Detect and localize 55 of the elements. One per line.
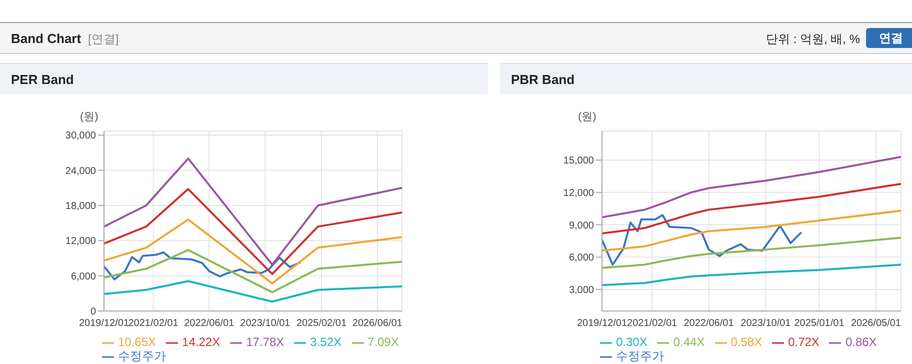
line-series — [602, 236, 901, 269]
legend-label: 수정주가 — [118, 349, 166, 363]
text: Band Chart — [11, 31, 82, 46]
line-series — [104, 188, 402, 276]
y-tick-label: 6,000 — [568, 252, 594, 264]
x-tick-label: 2022/06/01 — [184, 318, 235, 330]
legend-label: 14.22X — [182, 335, 220, 349]
line-series — [104, 218, 402, 284]
line-series — [602, 182, 901, 234]
y-tick-label: 0 — [90, 306, 96, 318]
y-axis-title: (원) — [578, 110, 596, 124]
text: 연결 — [866, 28, 912, 48]
y-tick-label: 30,000 — [65, 130, 96, 142]
chart-title: PER Band — [11, 72, 74, 87]
x-tick-label: 2019/12/01 — [576, 318, 628, 330]
line-series — [104, 280, 402, 303]
x-tick-label: 2023/10/01 — [740, 318, 792, 330]
y-tick-label: 6,000 — [70, 271, 96, 282]
legend-label: 0.30X — [616, 335, 648, 349]
x-tick-label: 2025/01/01 — [794, 318, 845, 330]
y-tick-label: 24,000 — [65, 166, 96, 177]
x-tick-label: 2021/02/01 — [128, 318, 179, 330]
legend-label: 0.44X — [673, 335, 705, 349]
y-axis-title: (원) — [80, 110, 98, 124]
legend-label: 0.58X — [730, 335, 762, 349]
legend-label: 3.52X — [310, 335, 342, 349]
line-series — [602, 214, 802, 266]
text: 단위 : 억원, 배, % — [766, 31, 860, 48]
y-tick-label: 15,000 — [563, 156, 594, 167]
y-tick-label: 3,000 — [568, 284, 594, 296]
legend-label: 17.78X — [246, 335, 284, 349]
y-tick-label: 18,000 — [65, 201, 96, 212]
legend-label: 10.65X — [118, 335, 156, 349]
x-tick-label: 2021/02/01 — [627, 318, 678, 330]
x-tick-label: 2019/12/01 — [78, 318, 130, 330]
legend-label: 0.86X — [845, 335, 877, 349]
line-series — [104, 158, 402, 266]
x-tick-label: 2023/10/01 — [240, 318, 291, 330]
chart-title: PBR Band — [511, 72, 575, 87]
y-tick-label: 12,000 — [563, 188, 594, 199]
line-series — [602, 156, 901, 218]
line-series — [602, 264, 901, 286]
line-series — [104, 249, 402, 294]
line-series — [602, 210, 901, 252]
line-series — [104, 251, 302, 280]
x-tick-label: 2025/02/01 — [296, 318, 347, 330]
legend-label: 7.09X — [368, 335, 399, 349]
text: [연결] — [88, 31, 119, 48]
y-tick-label: 9,000 — [568, 220, 594, 232]
legend-label: 0.72X — [788, 335, 820, 349]
x-tick-label: 2026/05/01 — [850, 318, 902, 330]
y-tick-label: 12,000 — [65, 236, 96, 248]
x-tick-label: 2022/06/01 — [684, 318, 734, 330]
x-tick-label: 2026/06/01 — [352, 318, 403, 330]
legend-label: 수정주가 — [616, 349, 664, 363]
